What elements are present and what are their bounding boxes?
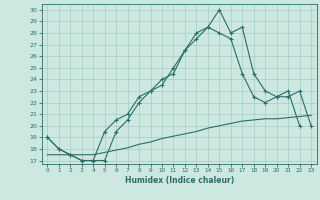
X-axis label: Humidex (Indice chaleur): Humidex (Indice chaleur)	[124, 176, 234, 185]
